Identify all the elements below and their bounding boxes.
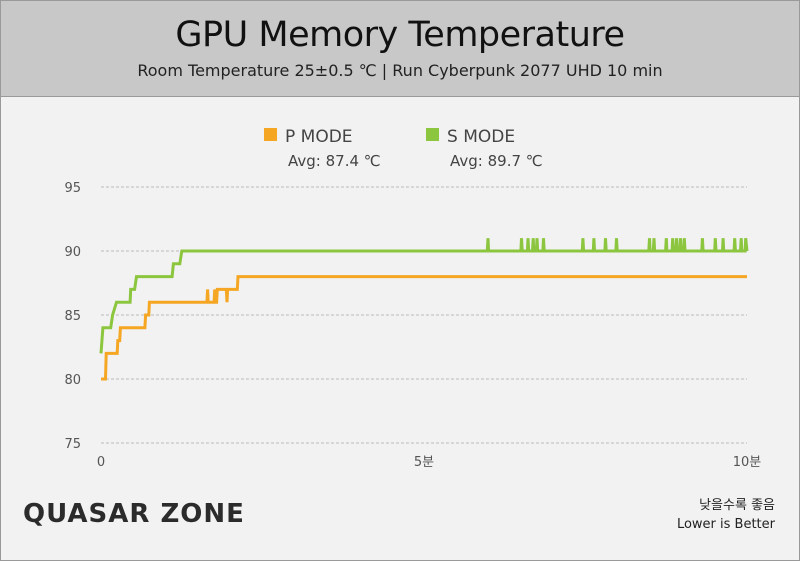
chart-subtitle: Room Temperature 25±0.5 ℃ | Run Cyberpun… [137,61,663,80]
note-english: Lower is Better [676,517,775,532]
legend-avg-s-mode: Avg: 89.7 ℃ [450,152,543,170]
series-line-s-mode [99,238,749,354]
y-tick-label-80: 80 [64,373,81,388]
legend-label-s-mode: S MODE [447,127,515,147]
quasarzone-logo: QUASAR ZONE [23,499,245,529]
legend-swatch-s-mode [426,128,439,141]
y-tick-label-85: 85 [64,309,81,324]
chart-title: GPU Memory Temperature [175,15,625,55]
y-tick-label-95: 95 [64,181,81,196]
legend-label-p-mode: P MODE [285,127,353,147]
lower-is-better-note: 낮을수록 좋음 Lower is Better [677,496,775,534]
note-korean: 낮을수록 좋음 [699,498,775,513]
x-tick-label-1: 5분 [414,455,434,470]
y-tick-label-90: 90 [64,245,81,260]
legend-avg-p-mode: Avg: 87.4 ℃ [288,152,381,170]
chart-header: GPU Memory Temperature Room Temperature … [1,1,799,97]
legend-swatch-p-mode [264,128,277,141]
series-line-p-mode [101,275,747,381]
y-tick-label-75: 75 [64,437,81,452]
line-chart: 75 80 85 90 95 0 5분 10분 P MODE Avg: 87.4 ℃ S MODE A… [64,127,762,470]
x-tick-label-2: 10분 [733,455,762,470]
x-tick-label-0: 0 [97,455,105,470]
